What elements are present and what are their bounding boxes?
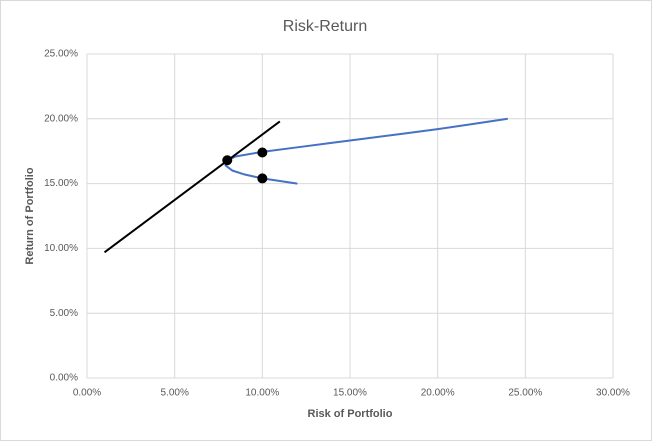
- series-line: [224, 117, 508, 185]
- point: [257, 173, 268, 184]
- x-tick-label: 5.00%: [160, 388, 188, 399]
- y-tick-label: 0.00%: [50, 373, 78, 384]
- y-axis-title: Return of Portfolio: [24, 167, 36, 264]
- x-tick-label: 30.00%: [596, 388, 630, 399]
- series-line: [103, 120, 281, 254]
- x-tick-label: 15.00%: [333, 388, 367, 399]
- y-tick-label: 15.00%: [44, 178, 78, 189]
- point: [257, 147, 268, 158]
- x-tick-label: 20.00%: [421, 388, 455, 399]
- y-tick-label: 5.00%: [50, 308, 78, 319]
- chart-title: Risk-Return: [283, 18, 367, 35]
- y-tick-label: 20.00%: [44, 113, 78, 124]
- y-tick-label: 10.00%: [44, 243, 78, 254]
- point: [222, 155, 233, 166]
- y-tick-label: 25.00%: [44, 49, 78, 60]
- x-tick-label: 0.00%: [73, 388, 101, 399]
- x-tick-label: 25.00%: [508, 388, 542, 399]
- x-tick-label: 10.00%: [245, 388, 279, 399]
- x-axis-title: Risk of Portfolio: [308, 408, 393, 420]
